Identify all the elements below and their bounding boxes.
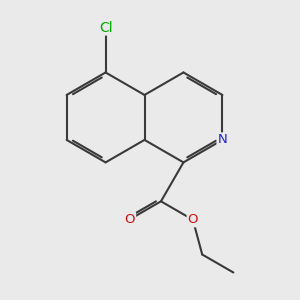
Text: N: N <box>218 134 227 146</box>
Text: O: O <box>124 213 135 226</box>
Text: Cl: Cl <box>99 20 112 34</box>
Text: O: O <box>188 213 198 226</box>
